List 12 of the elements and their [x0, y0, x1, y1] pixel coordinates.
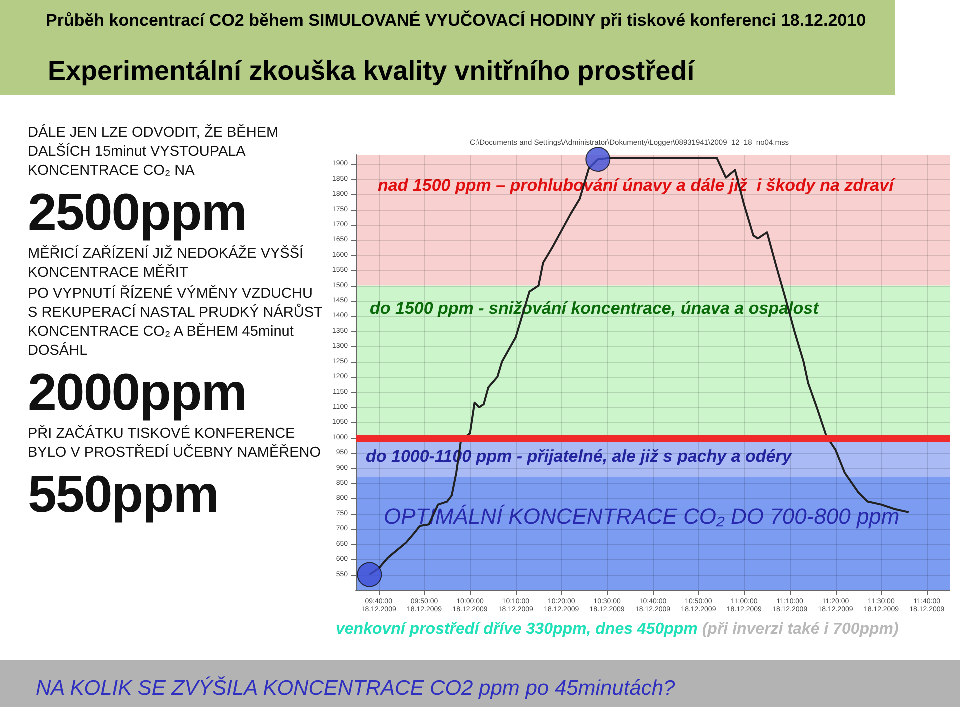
text: MĚŘICÍ ZAŘÍZENÍ JIŽ NEDOKÁŽE VYŠŠÍ KONCENTRACE MĚŘIT: [28, 245, 305, 283]
text: 550ppm: [28, 465, 220, 525]
text: PO VYPNUTÍ ŘÍZENÉ VÝMĚNY VZDUCHU S REKUPERACÍ NASTAL PRUDKÝ NÁRŮST KONCENTRACE CO₂ A BĚHEM 45minut DOSÁHL: [28, 285, 323, 361]
text: NA KOLIK SE ZVÝŠILA KONCENTRACE CO2 ppm po 45minutách?: [36, 677, 676, 701]
text: 2500ppm: [28, 183, 248, 243]
text: 2000ppm: [28, 363, 248, 423]
text: (při inverzi také i 700ppm): [702, 621, 899, 638]
text: venkovní prostředí dříve 330ppm, dnes 450ppm: [336, 621, 699, 638]
chart-subtitle: Experimentální zkouška kvality vnitřního prostředí: [48, 56, 695, 87]
text: PŘI ZAČÁTKU TISKOVÉ KONFERENCE BYLO V PROSTŘEDÍ UČEBNY NAMĚŘENO: [28, 425, 322, 463]
chart-title: Průběh koncentrací CO2 během SIMULOVANÉ VYUČOVACÍ HODINY při tiskové konferenci 18.12.2010: [45, 10, 868, 31]
text: DÁLE JEN LZE ODVODIT, ŽE BĚHEM DALŠÍCH 15minut VYSTOUPALA KONCENTRACE CO₂ NA: [28, 124, 280, 181]
